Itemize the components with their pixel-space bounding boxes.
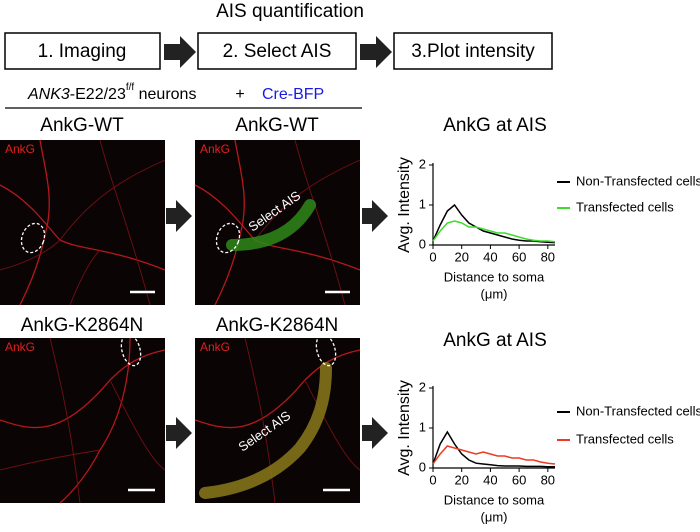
arrow [360,36,392,68]
micrograph [0,333,166,504]
y-tick-label: 0 [419,236,426,251]
series-line [432,445,556,465]
arrow [166,417,192,449]
image-title: AnkG-WT [235,115,319,136]
step-box [4,32,161,70]
x-tick-label: 60 [512,249,526,264]
x-tick-label: 0 [429,249,436,264]
x-tick-label: 40 [483,249,497,264]
y-tick-label: 1 [419,196,426,211]
y-axis-label: Avg. Intensity [396,380,413,476]
stain-label: AnkG [5,340,35,354]
x-axis-label: (μm) [481,509,508,524]
genotype: ANK3-E22/23f/f neurons [27,82,196,104]
step-label: 3.Plot intensity [411,41,535,62]
micrograph [194,333,361,504]
y-tick-label: 0 [419,459,426,474]
chart-title: AnkG at AIS [443,115,547,136]
y-tick-label: 2 [419,379,426,394]
legend-label: Transfected cells [576,199,674,214]
x-tick-label: 0 [429,472,436,487]
arrow [164,36,196,68]
micrograph [0,139,166,306]
step-box [393,32,553,70]
image-title: AnkG-K2864N [216,315,339,336]
step-label: 1. Imaging [38,41,127,62]
step-label: 2. Select AIS [223,41,332,62]
legend-label: Non-Transfected cells [576,173,700,188]
arrow [362,417,388,449]
figure-title: AIS quantification [216,1,364,22]
image-title: AnkG-K2864N [21,315,144,336]
y-axis-label: Avg. Intensity [396,157,413,253]
y-tick-label: 2 [419,156,426,171]
image-title: AnkG-WT [40,115,124,136]
x-tick-label: 80 [541,249,555,264]
step-box [197,32,357,70]
y-tick-label: 1 [419,419,426,434]
stain-label: AnkG [200,142,230,156]
series-line [432,430,555,468]
cells: neurons [134,86,196,103]
stain-label: AnkG [5,142,35,156]
x-tick-label: 60 [512,472,526,487]
legend-label: Non-Transfected cells [576,403,700,418]
x-tick-label: 80 [541,472,555,487]
x-axis-label: Distance to soma [444,269,545,284]
allele: -E22/23 [70,86,126,103]
construct: Cre-BFP [262,86,324,103]
gene: ANK3 [27,86,70,103]
legend-label: Transfected cells [576,431,674,446]
chart-title: AnkG at AIS [443,330,547,351]
stain-label: AnkG [200,340,230,354]
x-tick-label: 20 [454,249,468,264]
series-line [432,203,556,244]
plus: + [235,86,244,103]
x-axis-label: (μm) [481,286,508,301]
micrograph [194,139,361,306]
arrow [166,200,192,232]
arrow [362,200,388,232]
x-tick-label: 40 [483,472,497,487]
x-axis-label: Distance to soma [444,492,545,507]
superscript: f/f [126,82,135,93]
x-tick-label: 20 [454,472,468,487]
series-line [432,220,556,243]
